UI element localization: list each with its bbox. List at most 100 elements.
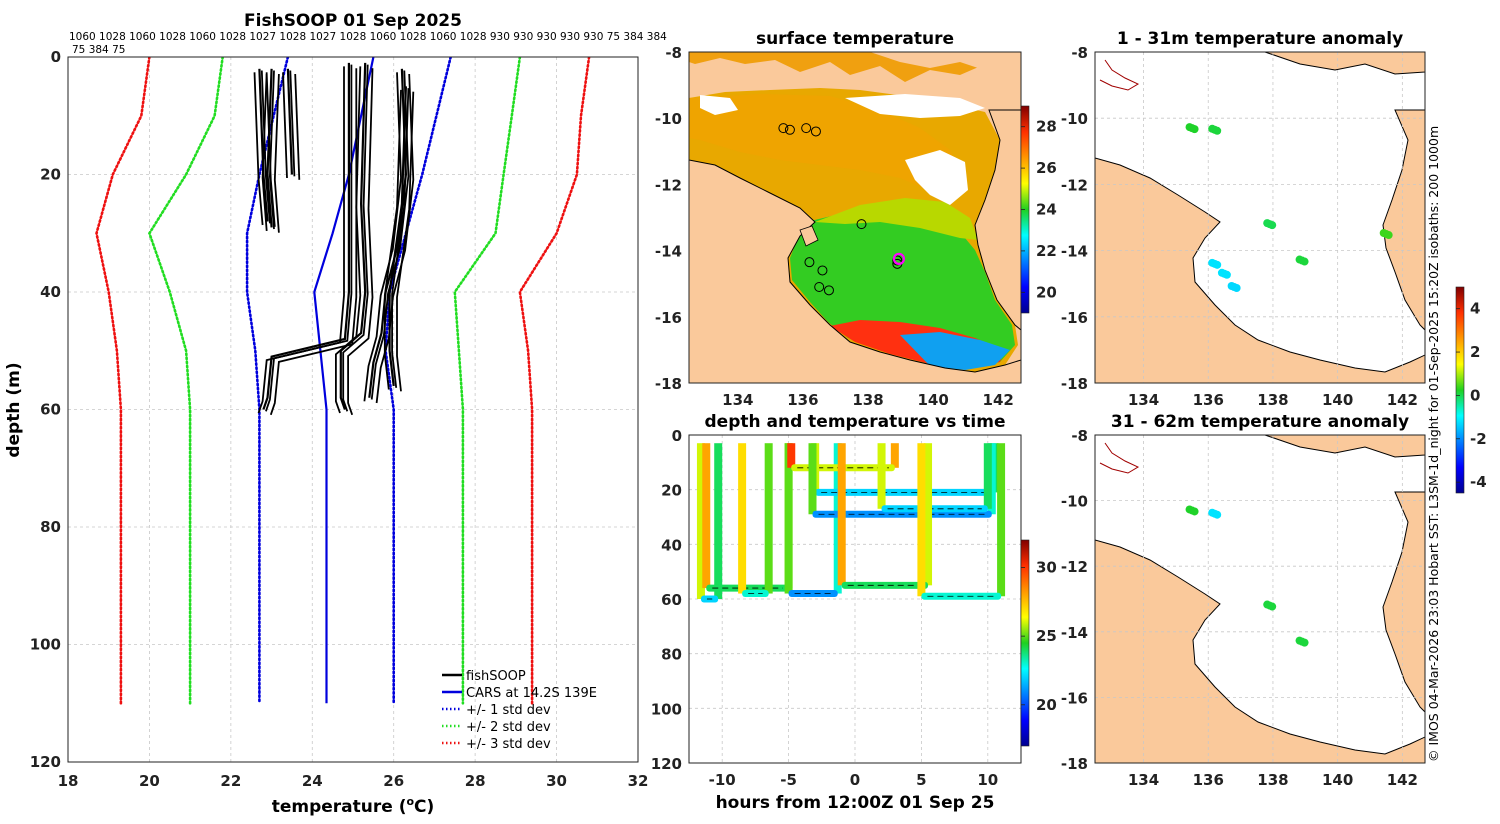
profile-ticks: 18 20 22 24 26 28 30 32 0 20 40 60 80 100 120 (30, 48, 649, 790)
anom2-axes-frame (1094, 434, 1426, 764)
anomaly-panel-2: 31 - 62m temperature anomaly 134 136 138 14… (1061, 412, 1426, 789)
map-ytick-label: -14 (655, 243, 682, 261)
time-colorbar (1020, 539, 1030, 747)
sst-station-marker (856, 219, 867, 230)
sst-colorbar-label: 22 (1036, 242, 1057, 260)
map-xtick-label: -10 (709, 771, 736, 789)
map-xtick-label: 136 (1193, 771, 1224, 789)
profile-legend: fishSOOP CARS at 14.2S 139E +/- 1 std de… (442, 669, 597, 752)
legend-label-std2: +/- 2 std dev (466, 720, 551, 735)
map-xtick-label: 140 (1322, 391, 1353, 409)
map-ytick-label: 0 (672, 427, 682, 445)
map-ytick-label: -12 (655, 176, 682, 194)
sst-cape-york (870, 52, 1021, 72)
time-cast-descent (738, 443, 747, 594)
map-xtick-label: 142 (983, 391, 1014, 409)
profile-series-line (266, 68, 273, 228)
station-labels-row1: 1060 1028 1060 1028 1060 1028 1027 1028 … (69, 31, 667, 43)
profile-xtick-label: 26 (383, 772, 404, 790)
profile-series-line (370, 70, 410, 400)
legend-label-fishsoop: fishSOOP (466, 669, 526, 684)
profile-series-line (363, 72, 402, 402)
map-ytick-label: 80 (661, 646, 682, 664)
profile-series-line (257, 66, 345, 414)
profile-ytick-label: 0 (51, 48, 61, 66)
profile-ylabel: depth (m) (4, 362, 24, 457)
anom1-axes-frame (1094, 51, 1426, 384)
map-xtick-label: 136 (787, 391, 818, 409)
sst-station-marker (823, 285, 834, 296)
anomaly-panel-1: 1 - 31m temperature anomaly 134 136 138 140… (1061, 29, 1426, 409)
profile-series-line (335, 66, 362, 414)
map-ytick-label: -8 (1071, 44, 1088, 62)
sst-east-land (974, 109, 1021, 331)
anomaly-point (1213, 260, 1222, 269)
time-title: depth and temperature vs time (705, 412, 1006, 432)
profile-series-line (268, 70, 275, 230)
time-cast-descent (696, 443, 705, 599)
sst-station-marker (814, 282, 825, 293)
anom2-title: 31 - 62m temperature anomaly (1111, 412, 1409, 432)
anomaly-point (1190, 507, 1199, 516)
anomaly-colorbar (1455, 286, 1465, 494)
sst-west-land (689, 159, 1021, 383)
sst-station-marker (804, 257, 815, 268)
legend-label-cars: CARS at 14.2S 139E (466, 686, 597, 701)
sst-colorbar-label: 26 (1036, 159, 1057, 177)
map-xtick-label: 0 (850, 771, 860, 789)
time-cast-bottom (742, 590, 769, 598)
anomaly-colorbar-label: -2 (1470, 430, 1487, 448)
sst-station-marker (801, 123, 812, 134)
profile-series-line (273, 73, 280, 233)
anom1-east-land (1382, 109, 1425, 331)
time-cast-bottom (881, 505, 988, 513)
anomaly-colorbar-label: 2 (1470, 343, 1480, 361)
map-xtick-label: 134 (722, 391, 753, 409)
profile-axes-frame (67, 56, 639, 763)
map-ytick-label: -16 (655, 309, 682, 327)
anom2-west-land (1095, 539, 1425, 763)
profile-ytick-label: 100 (30, 636, 61, 654)
sst-colorbar-label: 28 (1036, 118, 1057, 136)
profile-series-line (294, 73, 301, 180)
map-xtick-label: 138 (852, 391, 883, 409)
anomaly-colorbar-label: 4 (1470, 300, 1480, 318)
sst-ticks: 134 136 138 140 142 -8 -10 -12 -14 -16 -18 (655, 44, 1014, 409)
profile-series-line (147, 57, 224, 705)
profile-series-line (261, 72, 268, 231)
time-cast-bottom (841, 581, 929, 589)
anom2-points (1185, 505, 1309, 647)
profile-xtick-label: 28 (465, 772, 486, 790)
anomaly-point (1384, 231, 1393, 240)
legend-label-std3: +/- 3 std dev (466, 737, 551, 752)
profile-lines (95, 57, 591, 705)
profile-ytick-label: 80 (40, 518, 61, 536)
profile-series-line (253, 72, 264, 226)
profile-ytick-label: 60 (40, 401, 61, 419)
anom2-map (1095, 435, 1425, 763)
profile-series-line (388, 86, 407, 387)
map-ytick-label: -10 (655, 110, 682, 128)
map-xtick-label: 134 (1128, 391, 1159, 409)
map-ytick-label: -8 (1071, 427, 1088, 445)
time-cast-ascent (983, 443, 992, 509)
profile-ytick-label: 120 (30, 753, 61, 771)
map-xtick-label: 134 (1128, 771, 1159, 789)
anom1-points (1185, 123, 1393, 293)
anomaly-colorbar-ticks: 4 2 0 -2 -4 (1456, 300, 1487, 491)
map-ytick-label: 60 (661, 591, 682, 609)
sst-colorbar-label: 24 (1036, 201, 1057, 219)
sst-panel: surface temperature 134 136 138 140 142 -8 -10… (655, 29, 1057, 409)
anom2-north-land (1264, 435, 1425, 458)
profile-gridlines (67, 56, 639, 763)
map-xtick-label: 142 (1387, 771, 1418, 789)
time-cast-descent (917, 443, 926, 597)
sst-station-marker (892, 255, 903, 266)
anomaly-point (1268, 602, 1277, 611)
anomaly-point (1190, 125, 1199, 134)
map-ytick-label: -16 (1061, 689, 1088, 707)
sst-title: surface temperature (756, 29, 954, 49)
map-xtick-label: 136 (1193, 391, 1224, 409)
